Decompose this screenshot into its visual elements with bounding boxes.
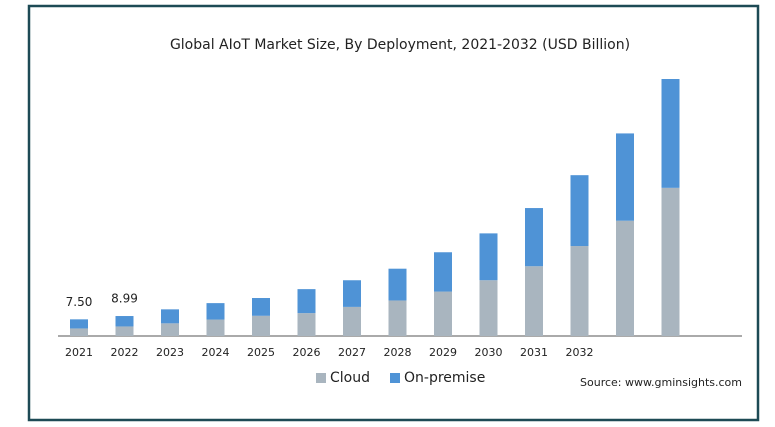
x-tick-label: 2031 <box>520 346 548 359</box>
bar-segment <box>388 268 407 301</box>
x-tick-label: 2027 <box>338 346 366 359</box>
bar-segment <box>343 280 361 307</box>
bar-segment <box>70 328 88 336</box>
bar-segment <box>388 300 407 336</box>
bar-segment <box>161 323 179 336</box>
x-tick-label: 2022 <box>111 346 139 359</box>
bar-segment <box>161 309 179 324</box>
legend-label: Cloud <box>330 370 370 386</box>
x-tick-label: 2023 <box>156 346 184 359</box>
bar-segment <box>70 319 88 329</box>
data-label: 8.99 <box>111 292 138 306</box>
data-label: 7.50 <box>66 295 93 309</box>
bar-segment <box>479 280 498 336</box>
bar-segment <box>115 326 134 336</box>
bar-segment <box>252 298 270 316</box>
bar-segment <box>434 252 452 292</box>
bar-segment <box>570 175 589 247</box>
bar-segment <box>525 266 543 336</box>
x-tick-label: 2024 <box>202 346 230 359</box>
source: Source: www.gminsights.com <box>580 376 742 389</box>
bar-segment <box>252 315 270 336</box>
bar-segment <box>297 289 316 314</box>
bar-segment <box>479 233 498 281</box>
bar-segment <box>616 133 634 221</box>
bar-segment <box>525 208 543 267</box>
bar-segment <box>297 313 316 336</box>
legend-swatch <box>390 373 400 383</box>
bar-segment <box>206 319 225 336</box>
chart-title: Global AIoT Market Size, By Deployment, … <box>170 37 630 53</box>
bar-segment <box>343 306 361 336</box>
x-tick-label: 2032 <box>566 346 594 359</box>
x-tick-label: 2025 <box>247 346 275 359</box>
bar-segment <box>661 79 680 188</box>
bar-segment <box>570 246 589 336</box>
bar-segment <box>434 291 452 336</box>
bar-segment <box>115 316 134 327</box>
x-tick-label: 2028 <box>384 346 412 359</box>
bar-segment <box>206 303 225 320</box>
legend-label: On-premise <box>404 370 485 386</box>
x-tick-label: 2026 <box>293 346 321 359</box>
bar-segment <box>616 220 634 336</box>
x-tick-label: 2021 <box>65 346 93 359</box>
x-tick-label: 2029 <box>429 346 457 359</box>
legend-swatch <box>316 373 326 383</box>
frame <box>27 4 760 422</box>
bar-segment <box>661 187 680 336</box>
x-tick-label: 2030 <box>475 346 503 359</box>
